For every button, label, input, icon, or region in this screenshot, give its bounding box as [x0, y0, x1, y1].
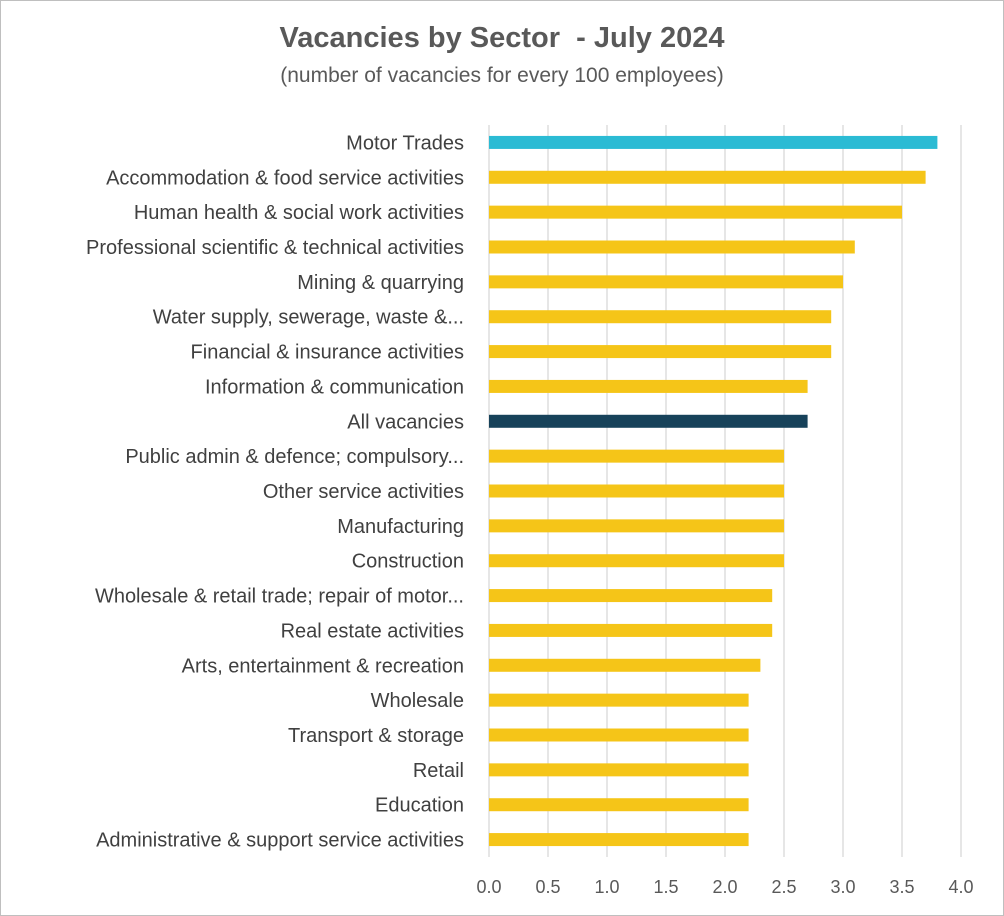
x-tick-label: 0.5 — [535, 877, 560, 897]
x-tick-label: 0.0 — [476, 877, 501, 897]
category-label: Information & communication — [205, 376, 464, 398]
bar — [489, 763, 749, 777]
bar — [489, 519, 784, 533]
bar — [489, 135, 938, 149]
category-label: Education — [375, 795, 464, 817]
category-label: Motor Trades — [346, 132, 464, 154]
bar — [489, 379, 808, 393]
x-tick-label: 1.5 — [653, 877, 678, 897]
bar — [489, 170, 926, 184]
bar — [489, 449, 784, 463]
category-label: Wholesale & retail trade; repair of moto… — [95, 586, 464, 608]
category-label: Arts, entertainment & recreation — [182, 655, 464, 677]
bar — [489, 484, 784, 498]
category-label: Mining & quarrying — [297, 272, 464, 294]
category-label: All vacancies — [347, 411, 464, 433]
category-label: Public admin & defence; compulsory... — [125, 446, 464, 468]
bar — [489, 798, 749, 812]
bar — [489, 728, 749, 742]
category-label: Wholesale — [371, 690, 464, 712]
bar — [489, 833, 749, 847]
category-label: Financial & insurance activities — [191, 342, 464, 364]
category-label: Retail — [413, 760, 464, 782]
category-label: Professional scientific & technical acti… — [86, 237, 464, 259]
category-label: Accommodation & food service activities — [106, 167, 464, 189]
bar — [489, 693, 749, 707]
category-label: Administrative & support service activit… — [96, 830, 464, 852]
category-label: Human health & social work activities — [134, 202, 464, 224]
bar — [489, 589, 773, 603]
chart-title: Vacancies by Sector - July 2024 — [279, 22, 725, 54]
x-tick-label: 3.5 — [889, 877, 914, 897]
bar — [489, 275, 843, 289]
bar — [489, 240, 855, 254]
bar — [489, 414, 808, 428]
x-tick-label: 2.5 — [771, 877, 796, 897]
category-label: Other service activities — [263, 481, 464, 503]
chart-subtitle: (number of vacancies for every 100 emplo… — [280, 64, 724, 87]
bar — [489, 205, 902, 219]
x-tick-label: 4.0 — [948, 877, 973, 897]
category-label: Real estate activities — [281, 620, 464, 642]
bar — [489, 658, 761, 672]
category-label: Manufacturing — [337, 516, 464, 538]
x-tick-label: 2.0 — [712, 877, 737, 897]
x-tick-label: 1.0 — [594, 877, 619, 897]
category-label: Transport & storage — [288, 725, 464, 747]
x-tick-label: 3.0 — [830, 877, 855, 897]
category-label: Water supply, sewerage, waste &... — [153, 307, 464, 329]
bar — [489, 345, 832, 359]
bar — [489, 310, 832, 324]
bar — [489, 623, 773, 637]
bar — [489, 554, 784, 568]
category-label: Construction — [352, 551, 464, 573]
